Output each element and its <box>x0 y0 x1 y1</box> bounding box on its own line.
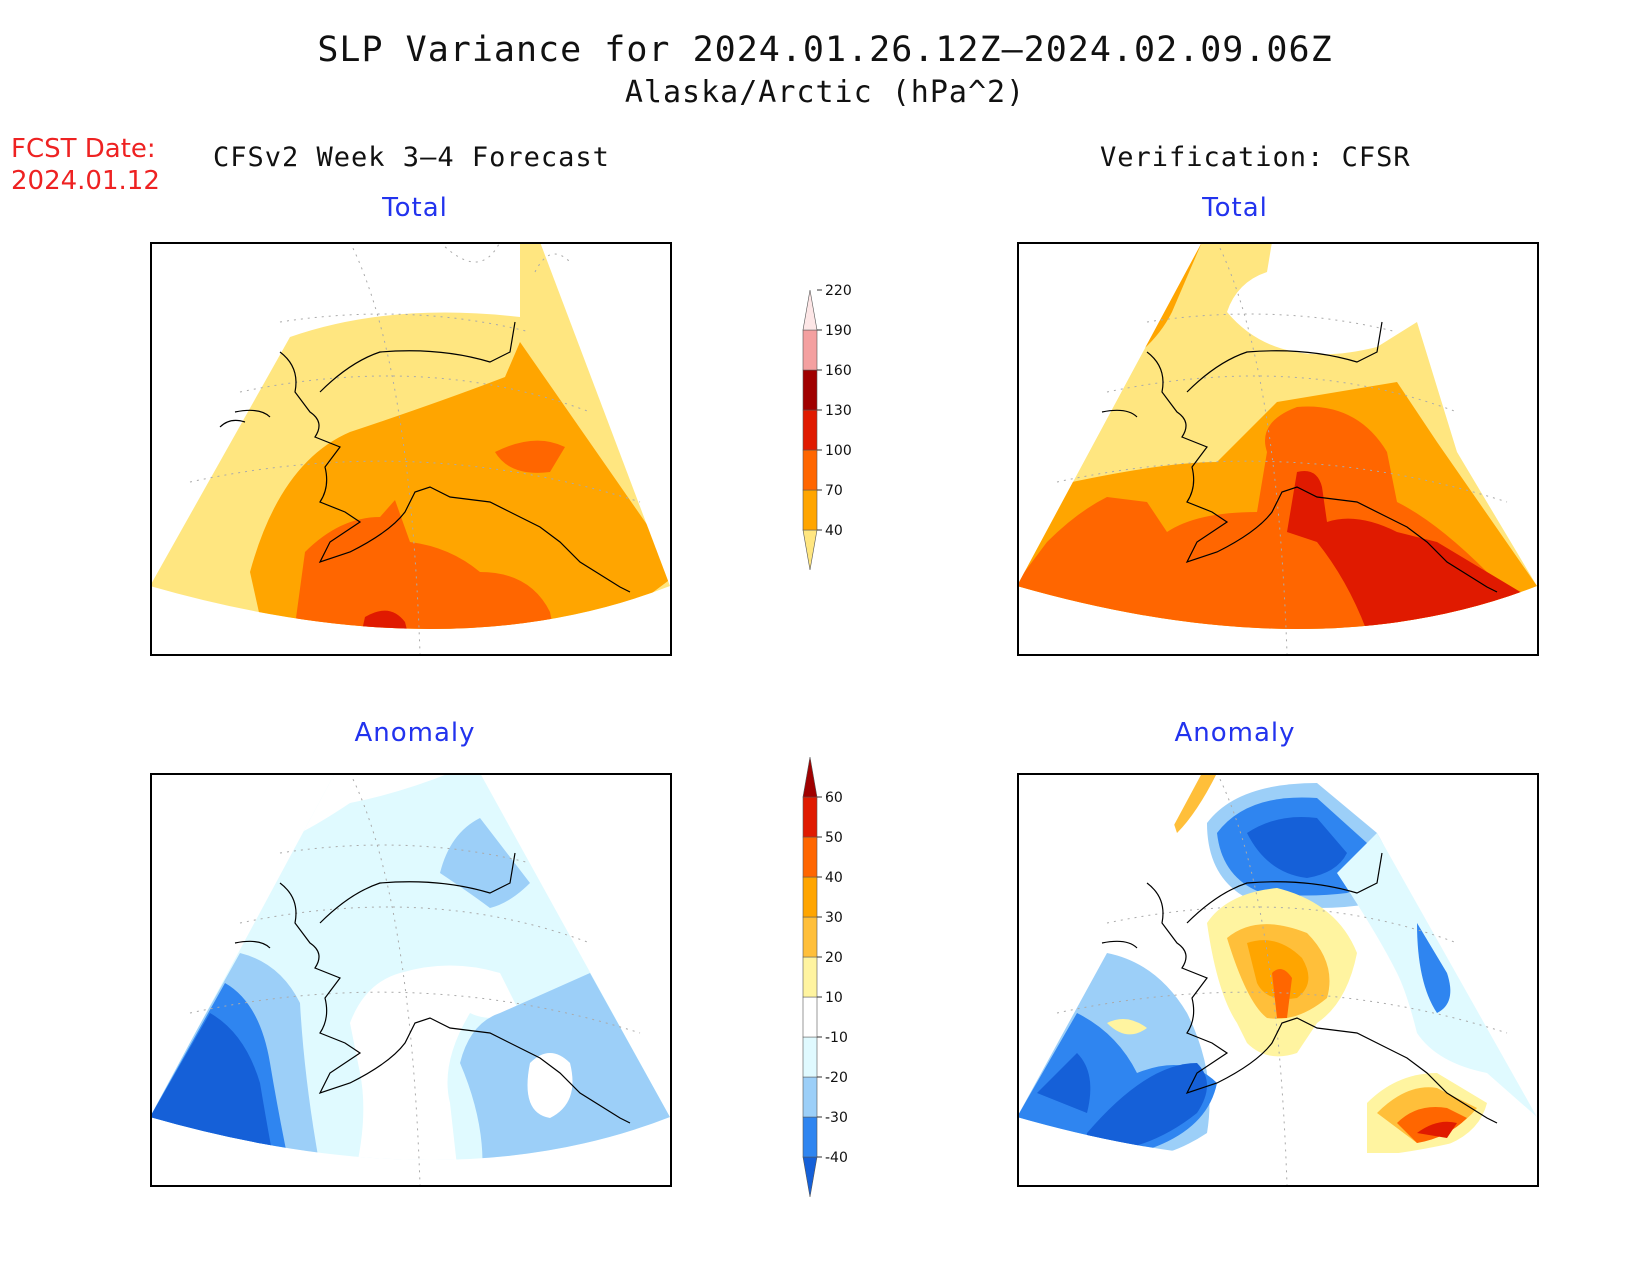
alaska-coastline <box>1101 852 1498 1124</box>
colorbar-anomaly-swatch <box>802 956 818 998</box>
colorbar-total-swatch <box>802 369 818 411</box>
colorbar-anomaly-label: 30 <box>825 910 843 926</box>
forecast-total-frame <box>150 242 672 656</box>
colorbar-total-swatch <box>802 329 818 371</box>
colorbar-total-label: 40 <box>825 523 843 539</box>
chart-title: SLP Variance for 2024.01.26.12Z–2024.02.… <box>317 30 1333 70</box>
colorbar-anomaly-label: 60 <box>825 790 843 806</box>
colorbar-anomaly-swatch <box>802 756 818 798</box>
panel-label-forecast-anomaly: Anomaly <box>354 718 476 748</box>
contour-100-130-a <box>495 440 565 473</box>
colorbar-anomaly-label: -10 <box>825 1030 848 1046</box>
contour-100-130-b <box>290 500 560 629</box>
panel-label-verification-anomaly: Anomaly <box>1174 718 1296 748</box>
graticule <box>1056 773 1508 1185</box>
colorbar-total-label: 190 <box>825 323 852 339</box>
colorbar-anomaly: -40 -30 -20 -10 10 20 30 40 50 60 <box>802 756 848 1198</box>
colorbar-total-label: 160 <box>825 363 852 379</box>
contour-neg20-a <box>440 818 530 908</box>
colorbar-total-swatch <box>802 409 818 451</box>
alaska-coastline <box>234 852 631 1124</box>
contour-pos40 <box>1272 969 1292 1018</box>
alaska-coastline <box>1101 321 1498 593</box>
colorbar-anomaly-swatch <box>802 836 818 878</box>
graticule <box>1056 242 1508 654</box>
graticule <box>189 773 641 1185</box>
colorbar-total-swatch <box>802 489 818 531</box>
graticule <box>189 242 641 654</box>
colorbar-anomaly-label: 40 <box>825 870 843 886</box>
alaska-coastline <box>219 321 631 593</box>
colorbar-anomaly-label: -20 <box>825 1070 848 1086</box>
contour-neg40-b <box>1037 1053 1091 1113</box>
colorbar-total-label: 220 <box>825 283 852 299</box>
contour-neutral-b <box>350 965 520 1160</box>
panel-label-verification-total: Total <box>1202 193 1268 223</box>
colorbar-total-label: 70 <box>825 483 843 499</box>
contour-130-160 <box>355 610 415 629</box>
colorbar-anomaly-label: 50 <box>825 830 843 846</box>
colorbar-total-label: 100 <box>825 443 852 459</box>
contour-neutral-a <box>300 773 450 833</box>
colorbar-total-swatch <box>802 289 818 331</box>
panel-label-forecast-total: Total <box>382 193 448 223</box>
fcst-date-label: FCST Date: <box>11 134 156 164</box>
chart-subtitle: Alaska/Arctic (hPa^2) <box>624 75 1026 110</box>
colorbar-anomaly-swatch <box>802 1156 818 1198</box>
colorbar-anomaly-label: -40 <box>825 1150 848 1166</box>
colorbar-anomaly-label: 20 <box>825 950 843 966</box>
colorbar-anomaly-label: -30 <box>825 1110 848 1126</box>
colorbar-total-label: 130 <box>825 403 852 419</box>
colorbar-anomaly-swatch <box>802 876 818 918</box>
colorbar-anomaly-swatch <box>802 1076 818 1118</box>
colorbar-total-swatch <box>802 529 818 571</box>
forecast-column-header: CFSv2 Week 3–4 Forecast <box>213 142 610 173</box>
colorbar-total: 40 70 100 130 160 190 220 <box>802 283 852 571</box>
verification-anomaly-frame <box>1017 773 1539 1187</box>
colorbar-anomaly-swatch <box>802 796 818 838</box>
forecast-anomaly-frame <box>150 773 672 1187</box>
colorbar-anomaly-swatch <box>802 916 818 958</box>
colorbar-anomaly-label: 10 <box>825 990 843 1006</box>
contour-neg40-a <box>1247 817 1347 878</box>
forecast-total-map <box>150 242 670 654</box>
verification-total-map <box>1017 242 1537 654</box>
colorbar-anomaly-swatch <box>802 1036 818 1078</box>
colorbar-total-swatch <box>802 449 818 491</box>
fcst-date-value: 2024.01.12 <box>11 166 160 196</box>
contour-neg40-c <box>1087 1063 1207 1153</box>
verification-total-frame <box>1017 242 1539 656</box>
contour-pos10-a <box>1107 1019 1147 1035</box>
colorbar-anomaly-swatch <box>802 996 818 1038</box>
verification-anomaly-map <box>1017 773 1537 1185</box>
verification-column-header: Verification: CFSR <box>1100 142 1411 173</box>
colorbar-anomaly-swatch <box>802 1116 818 1158</box>
forecast-anomaly-map <box>150 773 670 1185</box>
